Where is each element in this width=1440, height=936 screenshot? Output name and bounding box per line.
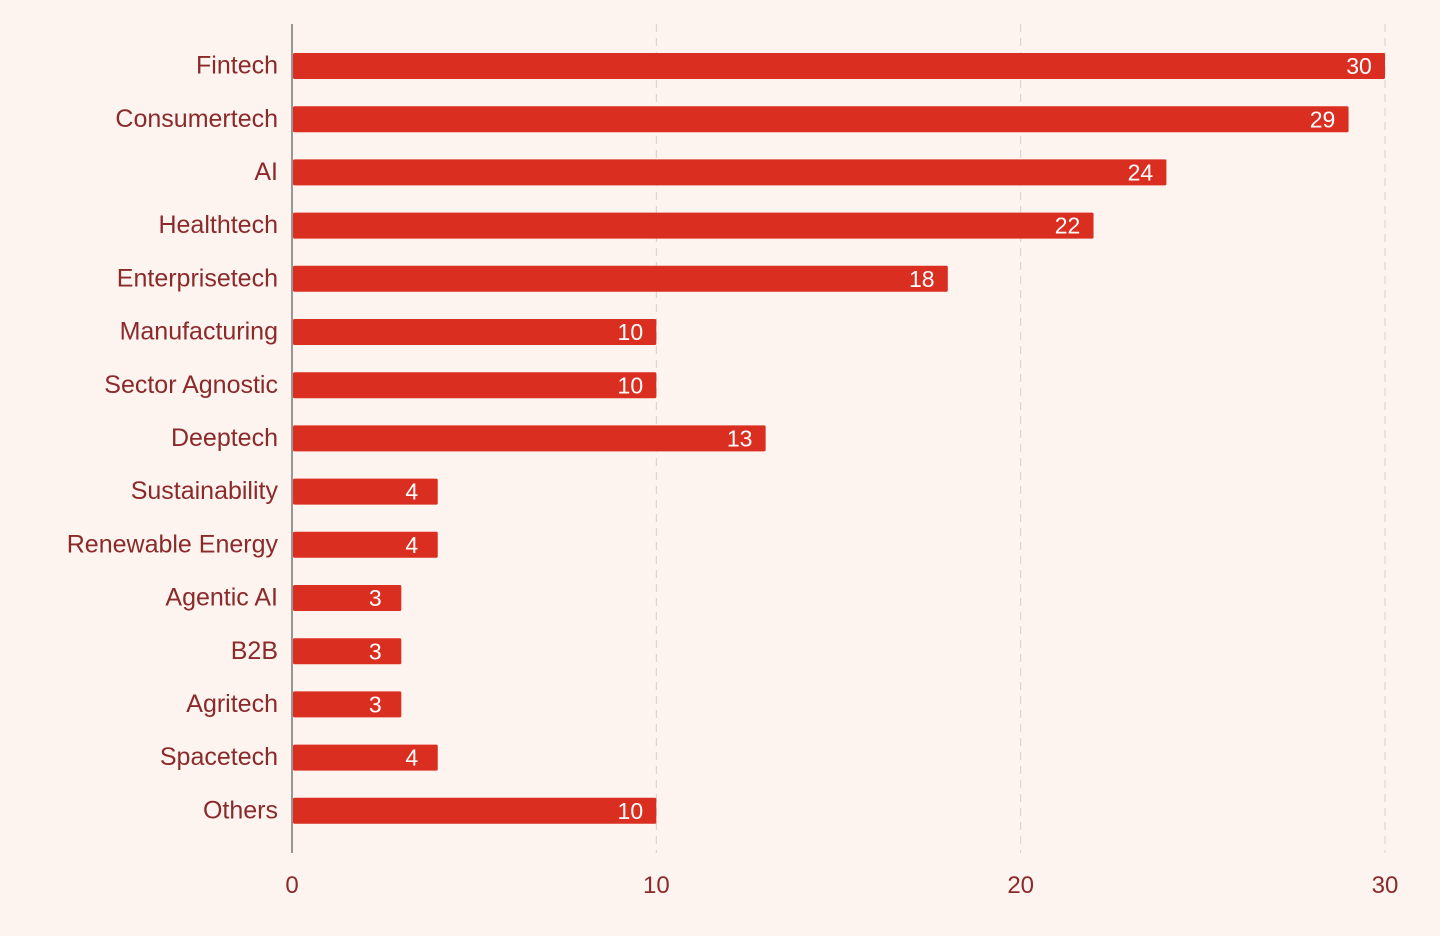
category-label-b2b: B2B	[231, 637, 278, 665]
value-label-sector-agnostic: 10	[618, 372, 644, 398]
value-label-consumertech: 29	[1310, 106, 1336, 132]
value-label-sustainability: 4	[405, 479, 418, 505]
value-label-agentic-ai: 3	[369, 585, 382, 611]
value-label-manufacturing: 10	[618, 319, 644, 345]
gridlines	[655, 24, 1386, 853]
category-label-ai: AI	[254, 158, 278, 186]
category-label-others: Others	[203, 796, 278, 824]
category-label-manufacturing: Manufacturing	[120, 318, 278, 346]
bar-consumertech	[293, 106, 1349, 133]
bars	[293, 53, 1385, 824]
bar-fintech	[293, 53, 1385, 79]
bar-spacetech	[293, 744, 438, 771]
bar-others	[293, 797, 657, 824]
bar-healthtech	[293, 212, 1094, 239]
category-label-healthtech: Healthtech	[158, 211, 278, 239]
value-label-renewable-energy: 4	[405, 532, 418, 558]
category-label-renewable-energy: Renewable Energy	[67, 530, 279, 558]
category-label-consumertech: Consumertech	[115, 105, 278, 133]
category-label-sector-agnostic: Sector Agnostic	[104, 371, 278, 399]
category-label-fintech: Fintech	[196, 52, 278, 80]
category-label-agritech: Agritech	[186, 690, 278, 718]
labels: Fintech 30 Consumertech 29 AI 24 Healthtech 22 E…	[67, 52, 1372, 825]
axes: 0 10 20 30	[285, 24, 1398, 899]
category-label-enterprisetech: Enterprisetech	[117, 264, 278, 292]
value-label-healthtech: 22	[1055, 213, 1081, 239]
value-label-fintech: 30	[1346, 53, 1372, 79]
category-label-spacetech: Spacetech	[160, 743, 278, 771]
x-tick-label-20: 20	[1007, 872, 1034, 899]
bar-agritech	[293, 691, 402, 718]
value-label-deeptech: 13	[727, 425, 753, 451]
bar-sustainability	[293, 478, 438, 505]
value-label-agritech: 3	[369, 691, 382, 717]
bar-b2b	[293, 638, 402, 665]
x-tick-label-0: 0	[285, 872, 298, 899]
category-label-deeptech: Deeptech	[171, 424, 278, 452]
value-label-others: 10	[618, 798, 644, 824]
x-tick-label-30: 30	[1372, 872, 1399, 899]
bar-enterprisetech	[293, 265, 948, 292]
bar-agentic-ai	[293, 585, 402, 611]
x-tick-label-10: 10	[643, 872, 670, 899]
bar-deeptech	[293, 425, 766, 452]
value-label-ai: 24	[1128, 159, 1154, 185]
bar-manufacturing	[293, 319, 657, 345]
value-label-spacetech: 4	[405, 745, 418, 771]
bar-sector-agnostic	[293, 372, 657, 399]
category-label-sustainability: Sustainability	[131, 477, 279, 505]
value-label-b2b: 3	[369, 638, 382, 664]
bar-ai	[293, 159, 1167, 186]
category-label-agentic-ai: Agentic AI	[165, 584, 278, 612]
value-label-enterprisetech: 18	[909, 266, 935, 292]
bar-renewable-energy	[293, 531, 438, 558]
